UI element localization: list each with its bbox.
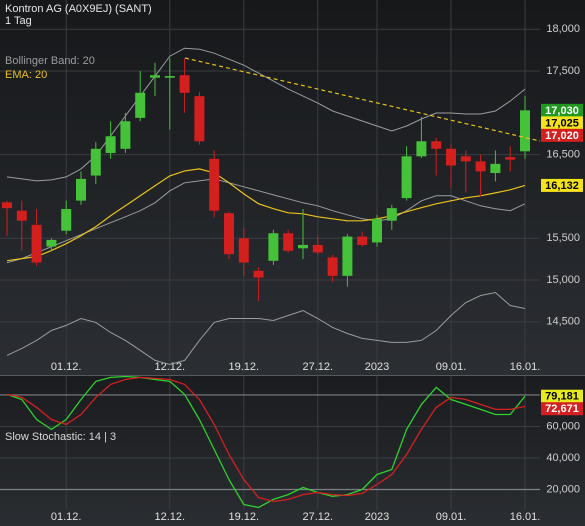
x-tick-label: 12.12.: [155, 511, 186, 523]
candle-body: [209, 158, 220, 211]
candle-body: [460, 156, 471, 162]
ema-line: [6, 168, 526, 262]
y-tick-label: 16,500: [546, 149, 580, 161]
x-tick-label: 19.12.: [229, 361, 260, 373]
price-tag-label: 17,030: [545, 105, 579, 117]
candle-body: [90, 148, 101, 176]
y-tick-label: 17,500: [546, 65, 580, 77]
candle-body: [31, 224, 42, 263]
x-tick-label: 01.12.: [51, 511, 82, 523]
candle-body: [520, 110, 530, 152]
bollinger-middle: [6, 178, 526, 264]
price-tag-label: 16,132: [545, 180, 579, 192]
candle-body: [327, 257, 338, 276]
y-tick-label: 40,000: [546, 452, 580, 464]
candle-body: [194, 96, 205, 142]
price-tag: [541, 389, 583, 403]
stochastic-line: [6, 375, 526, 509]
candle-body: [386, 208, 397, 221]
ema-label: EMA: 20: [5, 69, 47, 81]
y-tick-label: 20,000: [546, 483, 580, 495]
x-tick-label: 2023: [365, 511, 389, 523]
candle-body: [342, 236, 353, 276]
candle-body: [76, 178, 86, 201]
x-tick-label: 19.12.: [229, 511, 260, 523]
candle-body: [401, 156, 412, 199]
x-tick-label: 01.12.: [51, 361, 82, 373]
stochastic-label: Slow Stochastic: 14 | 3: [5, 431, 116, 443]
candle-body: [2, 202, 12, 209]
candle-body: [298, 244, 308, 249]
candle-body: [238, 238, 249, 263]
candle-body: [105, 136, 116, 153]
y-tick-label: 14,500: [546, 316, 580, 328]
y-tick-label: 18,000: [546, 23, 580, 35]
candle-body: [490, 163, 501, 174]
candle-body: [416, 141, 427, 157]
price-tag: [541, 103, 583, 117]
candle-body: [268, 233, 279, 261]
x-tick-label: 2023: [365, 361, 389, 373]
x-tick-label: 16.01.: [510, 361, 541, 373]
chart-title: Kontron AG (A0X9EJ) (SANT): [5, 3, 152, 15]
price-tag: [541, 116, 583, 130]
candle-body: [505, 157, 516, 160]
candle-body: [135, 92, 146, 118]
candle-body: [372, 219, 382, 243]
price-tag: [541, 128, 583, 142]
price-tag-label: 72,671: [545, 403, 579, 415]
candle-body: [253, 270, 264, 278]
x-tick-label: 09.01.: [436, 511, 467, 523]
candle-body: [357, 236, 368, 245]
bollinger-lower: [6, 291, 526, 366]
candle-body: [120, 121, 131, 149]
price-tag: [541, 178, 583, 192]
stochastic-line: [6, 376, 526, 503]
stochastic-panel: [0, 376, 585, 526]
candle-body: [312, 244, 323, 253]
price-panel: [0, 0, 585, 375]
candle-body: [283, 233, 294, 251]
candle-body: [431, 141, 442, 149]
price-tag: [541, 402, 583, 416]
price-tag-label: 17,025: [545, 117, 579, 129]
candle-body: [475, 161, 486, 172]
y-tick-label: 15,000: [546, 274, 580, 286]
candle-body: [16, 210, 27, 221]
candle-body: [61, 208, 72, 231]
x-tick-label: 09.01.: [436, 361, 467, 373]
candle-body: [179, 75, 190, 93]
y-tick-label: 15,500: [546, 232, 580, 244]
x-tick-label: 12.12.: [155, 361, 186, 373]
candle-body: [446, 148, 456, 166]
candle-body: [224, 213, 234, 255]
candle-body: [46, 239, 57, 247]
x-tick-label: 16.01.: [510, 511, 541, 523]
y-tick-label: 60,000: [546, 420, 580, 432]
chart-subtitle: 1 Tag: [5, 15, 32, 27]
bollinger-label: Bollinger Band: 20: [5, 55, 95, 67]
candle-body: [164, 76, 175, 78]
x-tick-label: 27.12.: [303, 361, 334, 373]
price-tag-label: 17,020: [545, 130, 579, 142]
price-tag-label: 79,181: [545, 391, 579, 403]
trend-line: [184, 57, 541, 142]
candle-body: [150, 75, 160, 78]
x-tick-label: 27.12.: [303, 511, 334, 523]
